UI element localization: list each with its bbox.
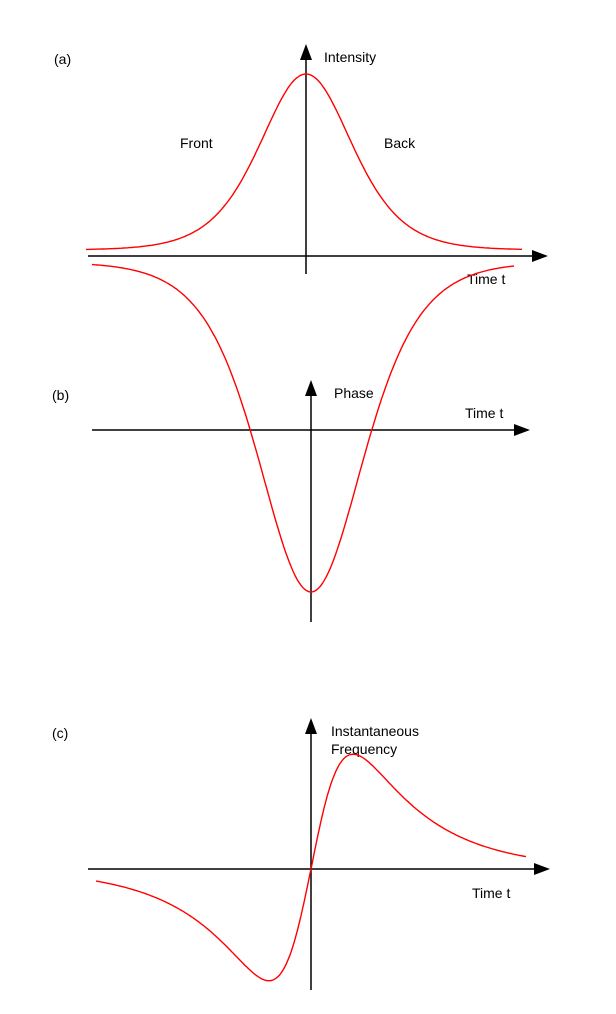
panel-c-x-label: Time t [472,885,510,901]
panel-b-x-axis-arrow [514,424,530,436]
panel-c-label: (c) [52,725,68,741]
panel-a-back-label: Back [384,135,416,151]
panel-a-y-axis-arrow [300,44,312,60]
panel-a-x-axis-arrow [532,250,548,262]
panel-c-x-axis-arrow [534,863,550,875]
panel-b: (b) Phase Time t [52,263,530,622]
panel-b-phase-curve [91,263,515,593]
panel-a-y-label: Intensity [324,49,376,65]
panel-b-y-label: Phase [334,385,374,401]
panel-c: (c) Instantaneous Frequency Time t [52,718,550,990]
panel-b-label: (b) [52,387,69,403]
panel-b-x-label: Time t [465,405,503,421]
panel-c-y-label-line1: Instantaneous [331,723,419,739]
panel-a-intensity-curve [86,73,522,251]
panel-c-y-axis-arrow [305,718,317,734]
panel-a: (a) Intensity Time t Front Back [54,44,548,287]
panel-a-x-label: Time t [467,271,505,287]
panel-a-front-label: Front [180,135,213,151]
panel-a-label: (a) [54,51,71,67]
panel-c-y-label-line2: Frequency [331,741,397,757]
panel-b-y-axis-arrow [305,380,317,396]
panel-c-frequency-curve [95,753,527,982]
